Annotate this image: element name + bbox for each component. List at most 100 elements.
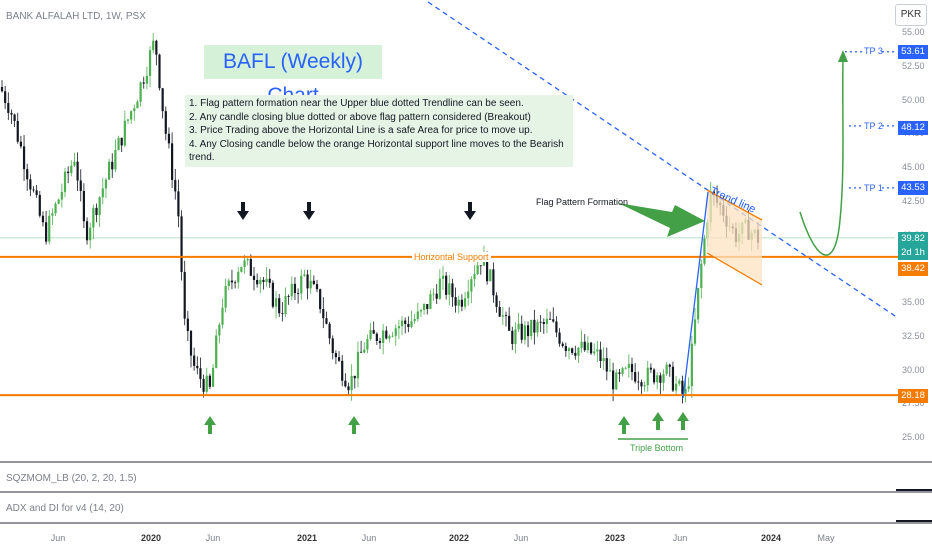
candle-body (221, 307, 224, 325)
note-line: 1. Flag pattern formation near the Upper… (189, 98, 524, 109)
candle-body (4, 91, 7, 103)
candle-body (624, 367, 627, 369)
candle-body (520, 323, 523, 340)
up-arrow (208, 425, 212, 434)
tp2-label: TP 2 (864, 121, 883, 131)
candle-body (356, 351, 360, 379)
candle-body (161, 88, 164, 112)
indicator-adx-label[interactable]: ADX and DI for v4 (14, 20) (6, 503, 124, 514)
candle-body (564, 345, 567, 351)
candle-body (259, 279, 262, 285)
candle-body (167, 133, 171, 144)
candle-body (539, 321, 542, 323)
candle-body (353, 375, 356, 379)
candle-body (549, 318, 552, 320)
candle-body (281, 313, 284, 315)
candle-body (218, 324, 221, 336)
candle-body (256, 280, 259, 285)
candle-body (668, 364, 671, 367)
candle-body (391, 335, 394, 337)
candle-body (98, 197, 101, 216)
candle-body (278, 298, 281, 314)
candle-body (571, 348, 574, 353)
candle-body (186, 318, 189, 331)
candle-body (671, 366, 675, 391)
candlestick-series (0, 32, 760, 404)
candle-body (136, 101, 139, 109)
triple-bottom-label: Triple Bottom (630, 443, 684, 453)
down-arrow (303, 211, 315, 220)
candle-body (114, 149, 117, 170)
candle-body (681, 380, 684, 394)
candle-body (208, 375, 211, 387)
candle-body (659, 375, 662, 383)
candle-body (230, 280, 234, 283)
candle-body (372, 330, 375, 334)
candle-body (41, 215, 45, 223)
price-tick-label: 42.50 (902, 195, 925, 206)
candle-body (526, 325, 530, 337)
candle-body (202, 379, 205, 392)
down-arrow (241, 202, 245, 211)
candle-body (265, 278, 268, 282)
currency-button[interactable]: PKR (895, 4, 927, 26)
candle-body (120, 137, 123, 146)
candle-body (211, 367, 215, 387)
resistance-price-tag: 38.42 (898, 262, 928, 276)
price-tick-label: 25.00 (902, 432, 925, 442)
candle-body (435, 293, 438, 299)
candle-body (693, 319, 697, 344)
candle-body (363, 349, 366, 353)
horizontal-support-label: Horizontal Support (412, 252, 491, 262)
candle-body (599, 349, 602, 362)
candle-body (347, 386, 350, 391)
candle-body (375, 333, 378, 342)
candle-body (246, 259, 249, 261)
candle-body (108, 161, 111, 180)
candle-body (536, 321, 539, 333)
symbol-title: BANK ALFALAH LTD, 1W, PSX (6, 11, 146, 22)
candle-body (678, 380, 681, 384)
candle-body (193, 355, 196, 366)
candle-body (508, 315, 511, 331)
candle-body (542, 322, 545, 325)
candle-body (319, 289, 322, 310)
candle-body (407, 323, 410, 328)
price-tick-label: 52.50 (902, 60, 925, 71)
candle-body (552, 319, 555, 322)
candle-body (652, 369, 656, 383)
candle-body (73, 161, 76, 166)
candle-body (492, 269, 495, 296)
candle-body (334, 353, 337, 358)
candle-body (171, 143, 174, 180)
chart-title-annotation: BAFL (Weekly) Chart (204, 45, 382, 107)
candle-body (574, 352, 577, 356)
rally-line (682, 191, 709, 399)
candle-body (274, 298, 278, 307)
indicator-sqzmom-label[interactable]: SQZMOM_LB (20, 2, 20, 1.5) (6, 473, 137, 484)
candle-body (344, 380, 347, 387)
flag-upper-line (706, 189, 763, 221)
candle-body (22, 146, 26, 170)
candle-body (523, 325, 526, 340)
candle-body (82, 190, 85, 222)
support-price-tag: 28.18 (898, 389, 928, 403)
candle-body (445, 275, 448, 295)
candle-body (262, 279, 265, 282)
candle-body (341, 360, 344, 381)
candle-body (177, 191, 180, 217)
candle-body (51, 213, 54, 216)
projection-path (799, 59, 844, 256)
candle-body (325, 318, 328, 324)
candle-body (690, 343, 693, 387)
candle-body (126, 119, 130, 121)
candle-body (413, 318, 416, 322)
candle-body (300, 275, 303, 294)
tp1-price-tag: 43.53 (898, 181, 928, 195)
candle-body (13, 114, 16, 121)
candle-body (416, 311, 419, 319)
candle-body (85, 221, 89, 241)
candle-body (76, 161, 79, 181)
time-tick-label: May (817, 533, 835, 543)
